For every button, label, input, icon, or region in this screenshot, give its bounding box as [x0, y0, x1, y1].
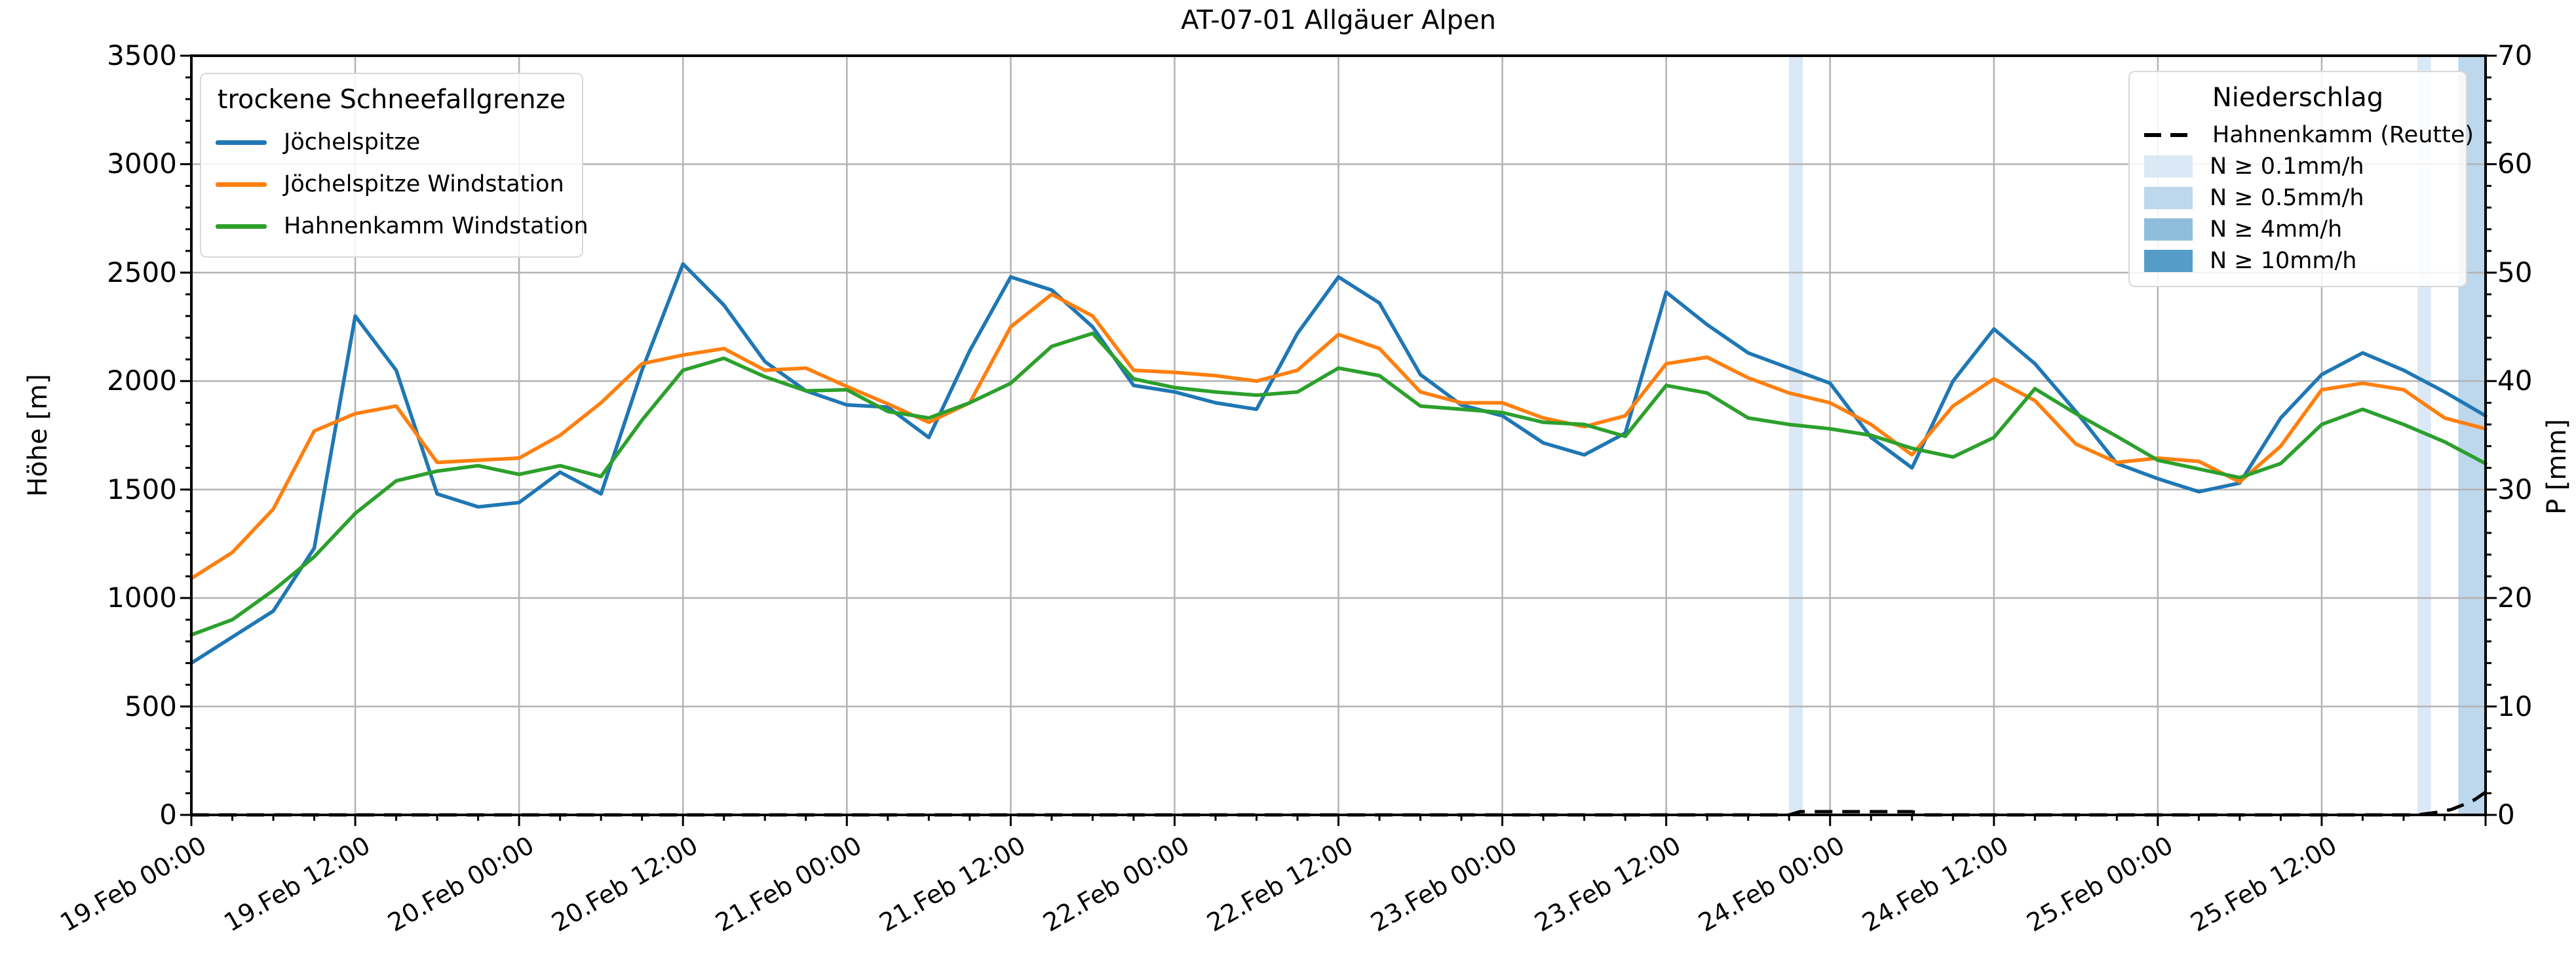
legend-item-label: N ≥ 10mm/h	[2210, 248, 2357, 274]
series-line-hahnenkamm-windstation	[189, 331, 2488, 637]
legend-dashed-line-swatch	[2144, 133, 2195, 137]
legend-item: N ≥ 0.5mm/h	[2144, 182, 2451, 214]
y-left-tick-label: 3500	[107, 39, 177, 71]
legend-item-label: Hahnenkamm (Reutte)	[2212, 122, 2474, 148]
series-line-j-chelspitze	[189, 262, 2488, 665]
legend-line-swatch	[216, 140, 267, 145]
y-right-tick-label: 20	[2497, 582, 2533, 614]
legend-line-swatch	[216, 182, 267, 187]
y-left-tick-label: 0	[159, 799, 177, 831]
y-left-tick-label: 1500	[107, 473, 177, 505]
legend-item-label: Hahnenkamm Windstation	[284, 213, 588, 239]
legend-item-label: N ≥ 0.1mm/h	[2210, 153, 2364, 180]
legend-item: Hahnenkamm (Reutte)	[2144, 119, 2474, 151]
legend-item: N ≥ 4mm/h	[2144, 214, 2451, 245]
legend-item-label: Jöchelspitze Windstation	[284, 171, 564, 197]
series-line-j-chelspitze-windstation	[189, 292, 2488, 581]
legend-item: N ≥ 0.1mm/h	[2144, 151, 2451, 182]
legend-item-label: N ≥ 0.5mm/h	[2210, 185, 2364, 211]
y-left-tick-label: 3000	[107, 148, 177, 180]
legend-snowline-items: Jöchelspitze Jöchelspitze Windstation Hahn…	[216, 121, 588, 247]
legend-precip-title: Niederschlag	[2212, 83, 2384, 113]
legend-band-swatch	[2144, 187, 2193, 209]
y-right-tick-label: 50	[2497, 256, 2533, 288]
y-right-tick-label: 60	[2497, 148, 2533, 180]
legend-precip-items: Hahnenkamm (Reutte) N ≥ 0.1mm/h N ≥ 0.5mm/…	[2144, 119, 2474, 277]
y-right-tick-label: 40	[2497, 365, 2533, 397]
precip-dashed-line	[191, 791, 2487, 817]
precip-band	[1789, 56, 1803, 815]
legend-item: Jöchelspitze Windstation	[216, 163, 567, 205]
legend-item: Jöchelspitze	[216, 121, 567, 163]
legend-snowline: trockene Schneefallgrenze Jöchelspitze Jö…	[200, 73, 588, 258]
y-right-tick-label: 0	[2497, 799, 2515, 831]
legend-precip: Niederschlag Hahnenkamm (Reutte) N ≥ 0.1m…	[2128, 71, 2474, 287]
y-left-tick-label: 1000	[107, 582, 177, 614]
legend-band-swatch	[2144, 218, 2193, 241]
y-left-tick-label: 2500	[107, 256, 177, 288]
legend-item-label: N ≥ 4mm/h	[2210, 216, 2343, 243]
legend-item: N ≥ 10mm/h	[2144, 245, 2451, 277]
legend-band-swatch	[2144, 250, 2193, 272]
y-right-tick-label: 10	[2497, 690, 2533, 722]
y-left-tick-label: 2000	[107, 365, 177, 397]
legend-snowline-title: trockene Schneefallgrenze	[217, 85, 566, 115]
y-right-tick-label: 70	[2497, 39, 2533, 71]
legend-item-label: Jöchelspitze	[284, 129, 421, 155]
y-left-tick-label: 500	[124, 690, 177, 722]
y-right-tick-label: 30	[2497, 473, 2533, 505]
legend-band-swatch	[2144, 155, 2193, 178]
chart-title: AT-07-01 Allgäuer Alpen	[1181, 5, 1496, 35]
legend-line-swatch	[216, 224, 267, 229]
legend-item: Hahnenkamm Windstation	[216, 205, 588, 247]
